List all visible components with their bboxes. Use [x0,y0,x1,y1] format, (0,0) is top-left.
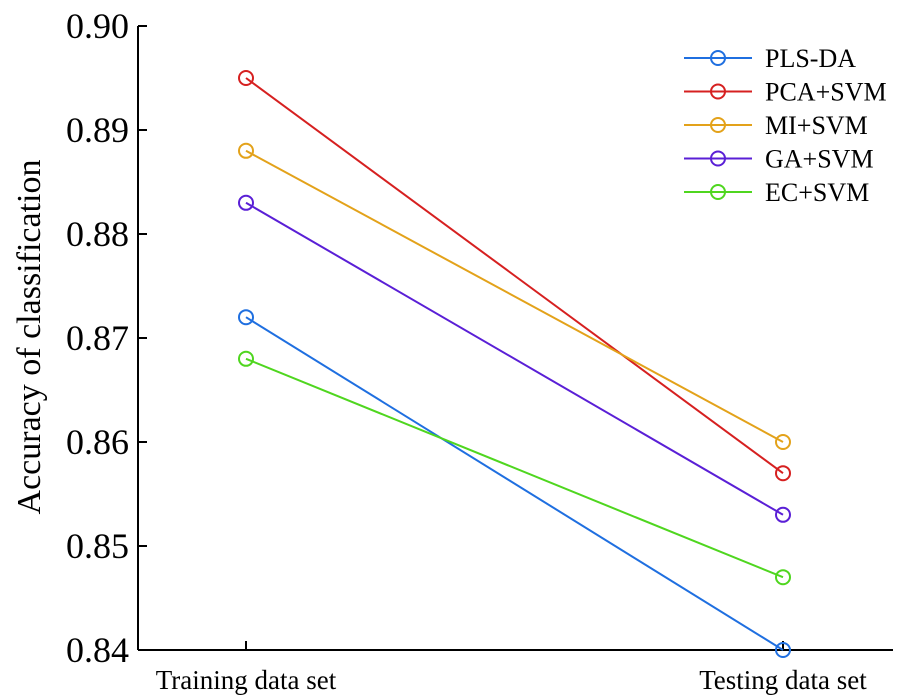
legend-label: PCA+SVM [765,78,887,107]
series-ec-svm [238,350,791,586]
legend: PLS-DA PCA+SVM MI+SVM GA+SVM EC+SVM [684,44,887,207]
series-ga-svm [238,194,791,523]
series-line-ec-svm [245,357,784,579]
legend-item-mi-svm: MI+SVM [684,111,868,140]
x-axis: Training data set Testing data set [138,641,893,695]
data-point-ec-svm [775,569,791,586]
legend-marker [710,117,726,133]
legend-item-ec-svm: EC+SVM [684,178,869,207]
legend-item-pls-da: PLS-DA [684,44,856,73]
y-axis-title: Accuracy of classification [11,160,48,515]
y-tick-label: 0.86 [66,422,129,462]
x-tick-label: Training data set [156,665,337,695]
series-line-pls-da [245,316,784,651]
legend-label: MI+SVM [765,111,868,140]
x-tick-label: Testing data set [699,665,867,695]
legend-label: GA+SVM [765,145,874,174]
series-pca-svm [238,70,791,482]
legend-marker [710,83,726,100]
y-tick-label: 0.88 [66,214,129,254]
data-point-ec-svm [238,350,254,367]
data-point-pls-da [775,642,791,658]
data-point-ga-svm [775,506,791,523]
legend-label: PLS-DA [765,44,856,73]
legend-label: EC+SVM [765,178,869,207]
series-mi-svm [238,142,791,450]
legend-item-pca-svm: PCA+SVM [684,78,887,107]
y-tick-label: 0.84 [66,630,129,670]
data-point-mi-svm [238,142,254,159]
series-line-pca-svm [245,77,784,475]
legend-marker [710,50,726,66]
data-point-pls-da [238,309,254,326]
y-tick-label: 0.89 [66,110,129,150]
data-point-pca-svm [238,70,254,86]
data-point-ga-svm [238,194,254,211]
data-point-pca-svm [775,465,791,482]
legend-item-ga-svm: GA+SVM [684,145,874,174]
data-point-mi-svm [775,434,791,450]
legend-marker [710,150,726,167]
plot-area [238,70,791,658]
series-line-mi-svm [245,149,784,443]
legend-marker [710,184,726,200]
y-axis: 0.84 0.85 0.86 0.87 0.88 0.89 0.90 [66,6,147,670]
series-line-ga-svm [245,201,784,516]
y-tick-label: 0.90 [66,6,129,46]
y-tick-label: 0.85 [66,526,129,566]
y-tick-label: 0.87 [66,318,129,358]
series-pls-da [238,309,791,658]
